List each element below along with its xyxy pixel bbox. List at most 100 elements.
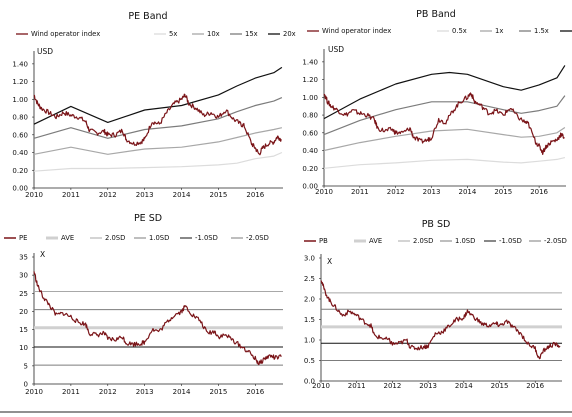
- chart-4-legend-label-1: AVE: [369, 237, 382, 245]
- chart-3-y-tick-3: 15: [19, 326, 28, 334]
- chart-3-y-tick-7: 35: [19, 254, 28, 262]
- chart-4-x-tick-6: 2016: [526, 382, 544, 390]
- chart-1-legend-label-1: 5x: [169, 30, 177, 38]
- chart-4-x-tick-5: 2015: [491, 382, 509, 390]
- chart-1-series-15x: [33, 97, 283, 139]
- chart-1-y-tick-5: 1.00: [12, 96, 28, 104]
- chart-2-x-tick-3: 2013: [423, 188, 441, 196]
- chart-2-legend-label-1: 0.5x: [452, 27, 467, 35]
- chart-1-x-tick-5: 2015: [210, 191, 228, 199]
- chart-4-x-tick-2: 2012: [383, 382, 401, 390]
- chart-4-title: PB SD: [422, 219, 451, 230]
- chart-1-x-tick-0: 2010: [25, 191, 43, 199]
- chart-2-y-tick-7: 1.40: [302, 58, 318, 66]
- chart-3-x-tick-4: 2014: [173, 388, 191, 396]
- chart-3-legend-label-1: AVE: [61, 234, 74, 242]
- chart-2-y-tick-6: 1.20: [302, 76, 318, 84]
- chart-3-title: PE SD: [134, 213, 162, 224]
- chart-4-legend-label-4: -1.0SD: [499, 237, 522, 245]
- chart-2-legend-label-2: 1x: [495, 27, 503, 35]
- chart-1-legend-label-0: Wind operator index: [31, 30, 100, 38]
- chart-3-legend-label-0: PE: [19, 234, 27, 242]
- chart-1-legend-label-3: 15x: [245, 30, 258, 38]
- chart-1-series-5x: [33, 151, 283, 172]
- chart-1-series-10x: [33, 127, 283, 155]
- chart-3-x-tick-3: 2013: [136, 388, 154, 396]
- chart-3-y-tick-6: 30: [19, 272, 28, 280]
- chart-2-x-tick-2: 2012: [387, 188, 405, 196]
- chart-2-x-tick-6: 2016: [530, 188, 548, 196]
- chart-1-legend-label-4: 20x: [283, 30, 296, 38]
- chart-1-x-tick-4: 2014: [173, 191, 191, 199]
- chart-4-x-tick-4: 2014: [455, 382, 473, 390]
- chart-4-y-tick-3: 1.5: [304, 316, 315, 324]
- chart-2-y-tick-1: 0.20: [302, 165, 318, 173]
- chart-1-unit-label: USD: [37, 47, 53, 56]
- chart-3-y-tick-4: 20: [19, 308, 28, 316]
- chart-3-legend-label-4: -1.0SD: [195, 234, 218, 242]
- chart-1-y-tick-6: 1.20: [12, 78, 28, 86]
- chart-4-unit-label: X: [327, 257, 332, 266]
- chart-3-unit-label: X: [40, 250, 45, 259]
- chart-4-y-tick-4: 2.0: [304, 296, 315, 304]
- chart-1-x-tick-3: 2013: [136, 191, 154, 199]
- chart-1-y-tick-7: 1.40: [12, 60, 28, 68]
- chart-2-y-tick-3: 0.60: [302, 129, 318, 137]
- chart-4-x-tick-1: 2011: [348, 382, 366, 390]
- chart-3-legend-label-5: -2.0SD: [246, 234, 269, 242]
- chart-1-x-tick-6: 2016: [246, 191, 264, 199]
- chart-1-y-tick-3: 0.60: [12, 131, 28, 139]
- chart-3-y-tick-1: 5: [24, 362, 28, 370]
- chart-4-y-tick-0: 0.0: [304, 378, 315, 386]
- chart-2-series-1x: [323, 127, 566, 152]
- chart-4-legend-label-2: 2.0SD: [413, 237, 433, 245]
- chart-3-legend-label-3: 1.0SD: [149, 234, 169, 242]
- chart-3-y-tick-5: 25: [19, 290, 28, 298]
- chart-4-x-tick-0: 2010: [312, 382, 330, 390]
- chart-3-x-tick-2: 2012: [99, 388, 117, 396]
- chart-4-legend-label-0: PB: [319, 237, 328, 245]
- chart-3-x-tick-1: 2011: [62, 388, 80, 396]
- chart-2-x-tick-1: 2011: [351, 188, 369, 196]
- chart-2-series-1-5x: [323, 95, 566, 136]
- chart-1-legend-label-2: 10x: [207, 30, 220, 38]
- chart-2-series-0-5x: [323, 157, 566, 169]
- chart-4-legend-label-5: -2.0SD: [544, 237, 567, 245]
- chart-1-series-20x: [33, 66, 283, 125]
- chart-3-x-tick-6: 2016: [246, 388, 264, 396]
- chart-3-series-pe: [33, 271, 282, 366]
- chart-3-y-tick-2: 10: [19, 344, 28, 352]
- chart-1-x-tick-1: 2011: [62, 191, 80, 199]
- chart-2-unit-label: USD: [328, 45, 344, 54]
- chart-4-series-pb: [320, 280, 561, 360]
- chart-1-title: PE Band: [128, 11, 167, 22]
- chart-4-y-tick-6: 3.0: [304, 255, 315, 263]
- chart-2-series-2x: [323, 65, 566, 120]
- chart-3-y-tick-0: 0: [24, 381, 28, 389]
- chart-3-legend-label-2: 2.0SD: [105, 234, 125, 242]
- chart-1-y-tick-4: 0.80: [12, 114, 28, 122]
- chart-2-x-tick-5: 2015: [494, 188, 512, 196]
- chart-2-x-tick-0: 2010: [315, 188, 333, 196]
- chart-4-legend-label-3: 1.0SD: [455, 237, 475, 245]
- chart-1-y-tick-1: 0.20: [12, 167, 28, 175]
- chart-4-y-tick-2: 1.0: [304, 337, 315, 345]
- chart-2-title: PB Band: [416, 9, 456, 20]
- chart-2-y-tick-2: 0.40: [302, 147, 318, 155]
- chart-2-legend-label-0: Wind operator index: [322, 27, 391, 35]
- chart-3-x-tick-5: 2015: [210, 388, 228, 396]
- chart-2-y-tick-5: 1.00: [302, 94, 318, 102]
- chart-1-y-tick-2: 0.40: [12, 149, 28, 157]
- chart-1-y-tick-0: 0.00: [12, 185, 28, 193]
- chart-4-y-tick-1: 0.5: [304, 357, 315, 365]
- chart-2-y-tick-4: 0.80: [302, 112, 318, 120]
- chart-2-y-tick-0: 0.00: [302, 183, 318, 191]
- chart-2-legend-label-3: 1.5x: [534, 27, 549, 35]
- chart-1-x-tick-2: 2012: [99, 191, 117, 199]
- chart-4-x-tick-3: 2013: [419, 382, 437, 390]
- chart-4-y-tick-5: 2.5: [304, 275, 315, 283]
- chart-3-x-tick-0: 2010: [25, 388, 43, 396]
- chart-1-series-wind-operator-index: [33, 93, 282, 156]
- chart-2-series-wind-operator-index: [323, 92, 565, 155]
